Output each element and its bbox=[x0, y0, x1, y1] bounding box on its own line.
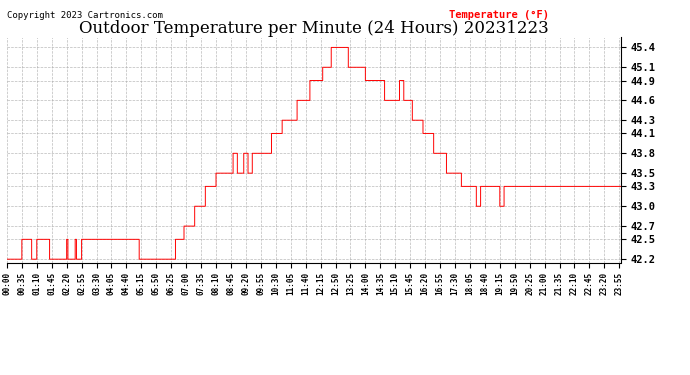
Text: Temperature (°F): Temperature (°F) bbox=[449, 9, 549, 20]
Text: Copyright 2023 Cartronics.com: Copyright 2023 Cartronics.com bbox=[7, 10, 163, 20]
Title: Outdoor Temperature per Minute (24 Hours) 20231223: Outdoor Temperature per Minute (24 Hours… bbox=[79, 20, 549, 38]
